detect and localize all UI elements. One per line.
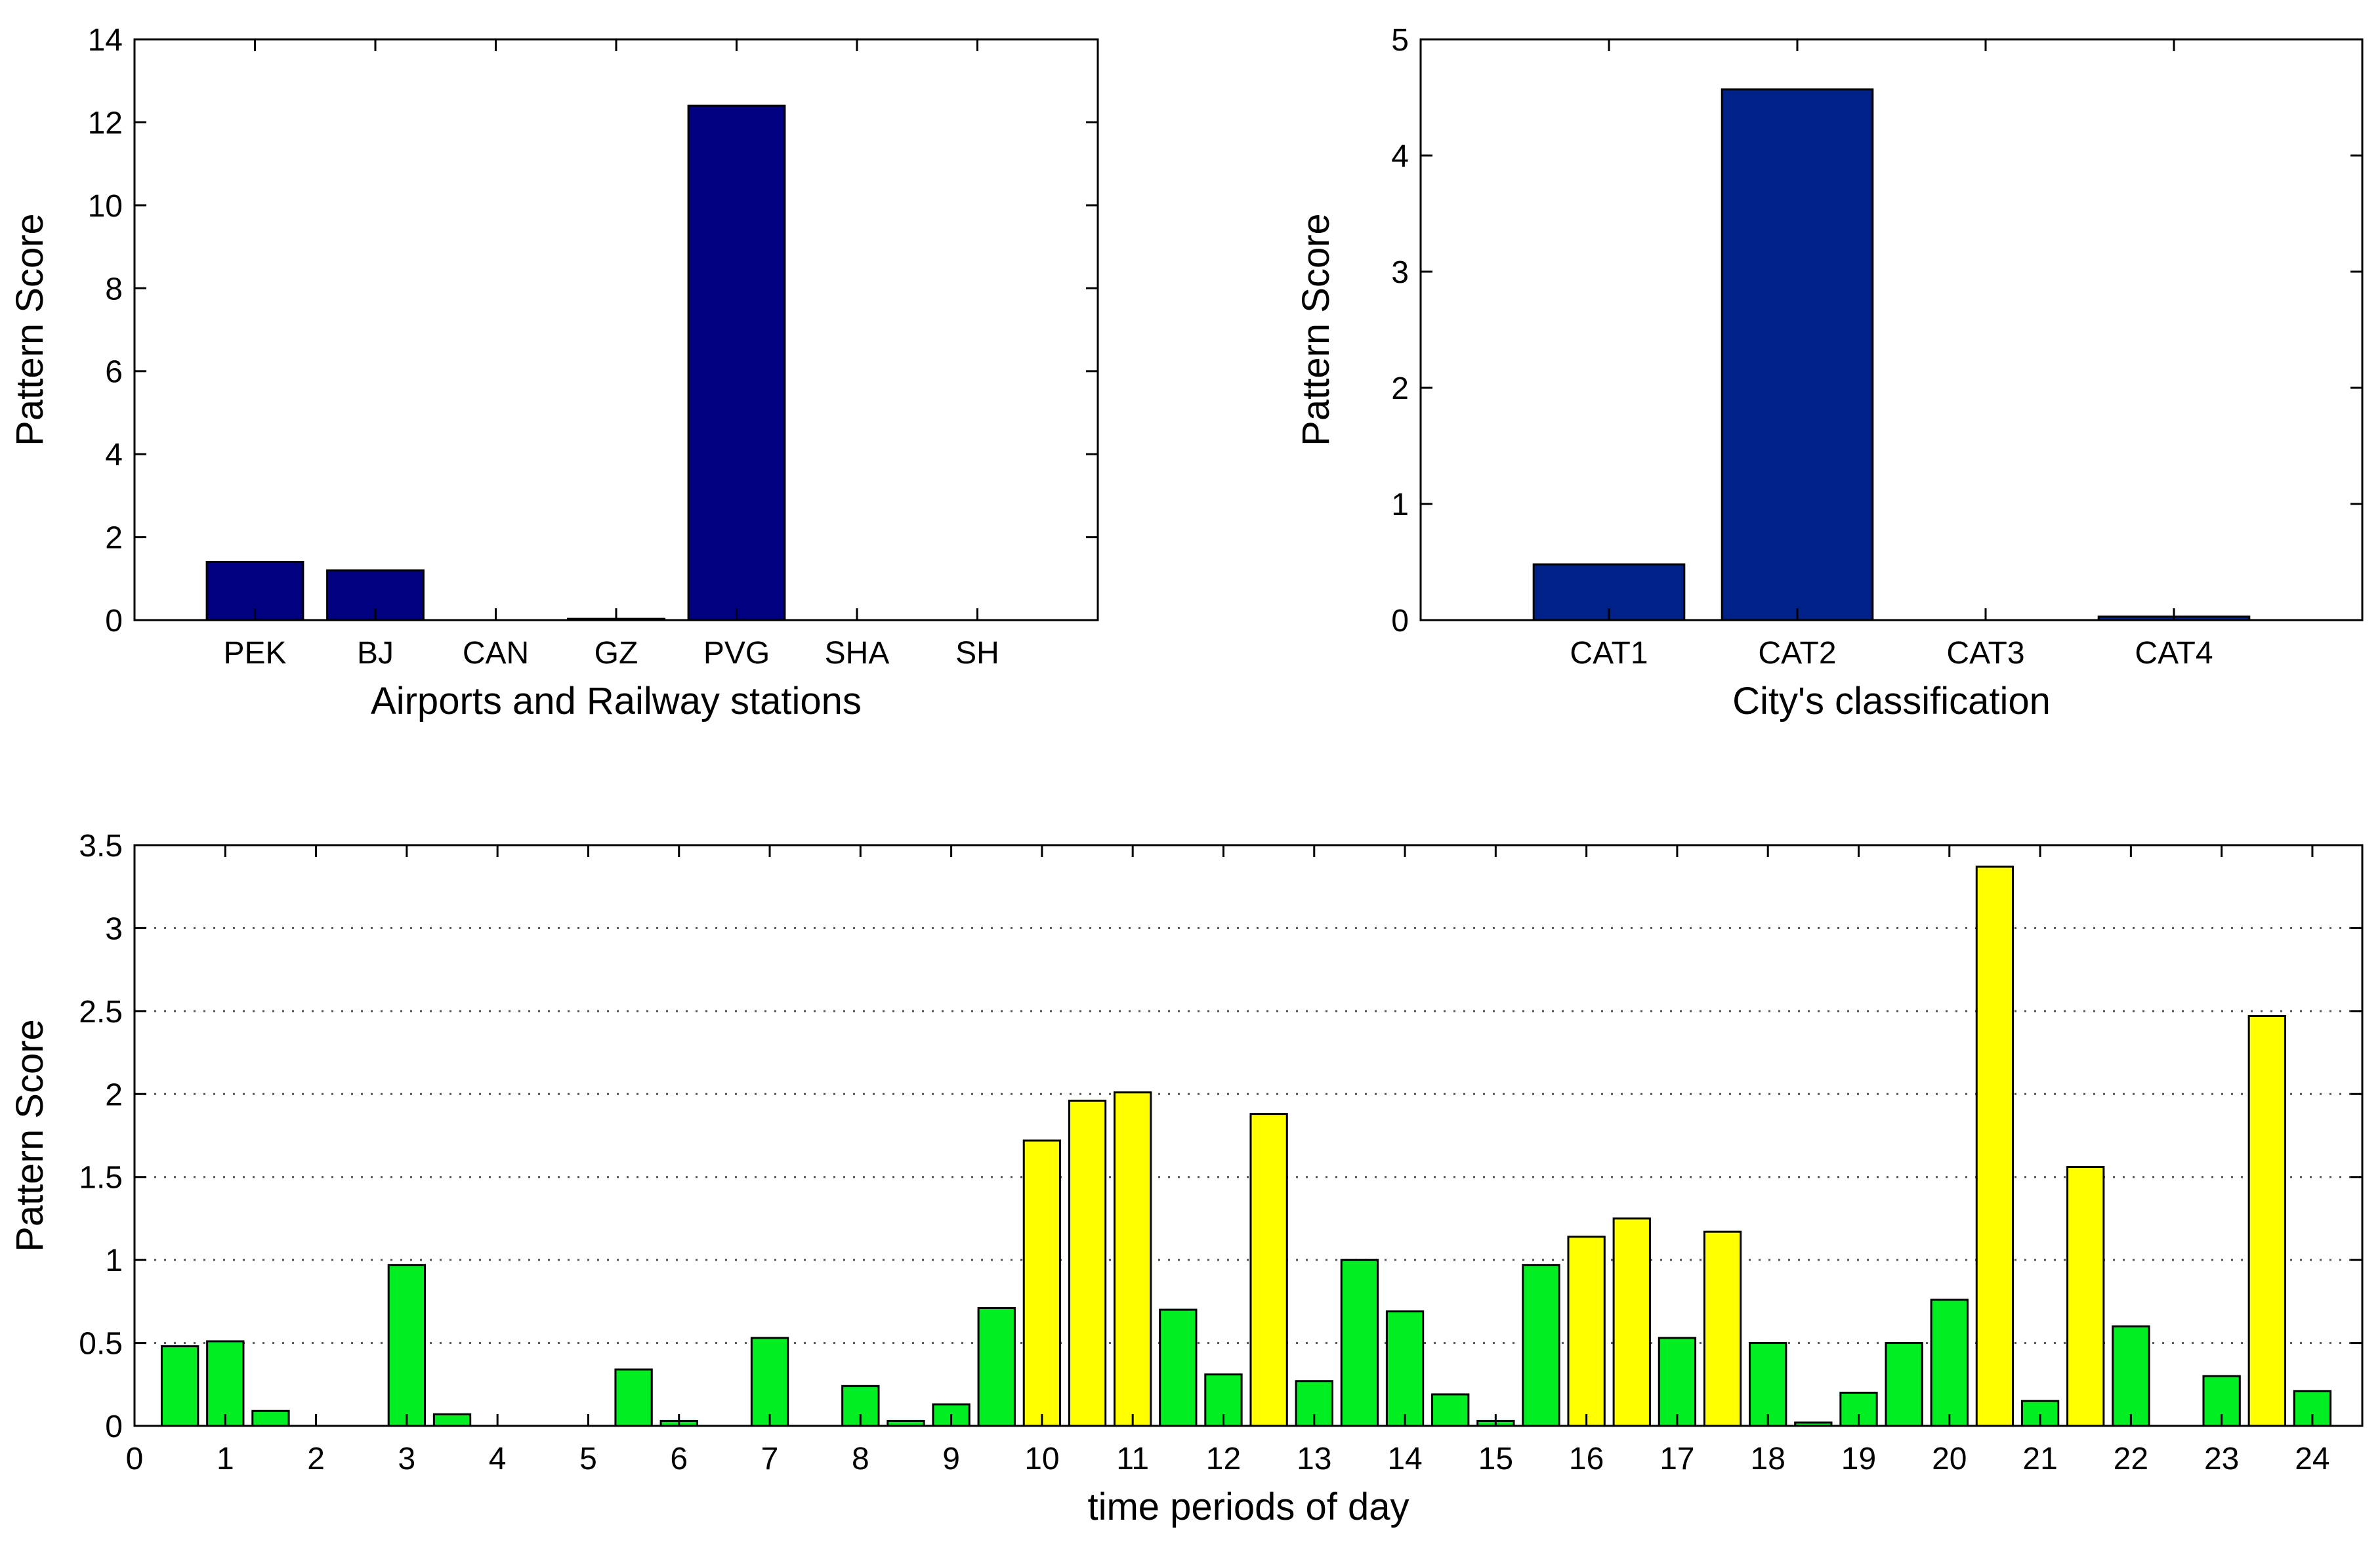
bar-highlight	[2066, 1166, 2105, 1427]
y-axis-label: Pattern Score	[9, 1019, 51, 1252]
x-tick-label: 20	[1932, 1442, 1967, 1476]
y-tick-label: 2.5	[79, 995, 123, 1030]
y-tick-label: 12	[88, 106, 123, 140]
x-tick-label: PVG	[703, 636, 770, 671]
y-axis-label: Pattern Score	[9, 213, 51, 446]
y-tick-label: 2	[105, 521, 123, 556]
y-tick-label: 1.5	[79, 1161, 123, 1196]
x-tick-label: PEK	[223, 636, 286, 671]
y-tick-label: 1	[105, 1243, 123, 1278]
bar-highlight	[1975, 866, 2015, 1427]
x-tick-label: 11	[1116, 1442, 1149, 1476]
bar	[1885, 1342, 1923, 1427]
x-tick-label: CAT4	[2135, 636, 2213, 671]
x-tick-label: SHA	[825, 636, 890, 671]
plot-frame	[133, 38, 1099, 621]
x-tick-label: SH	[955, 636, 999, 671]
x-tick-label: 12	[1206, 1442, 1241, 1476]
x-tick-label: CAT1	[1570, 636, 1648, 671]
x-tick-label: 5	[579, 1442, 597, 1476]
x-tick-label: 4	[489, 1442, 507, 1476]
x-tick-label: 6	[670, 1442, 688, 1476]
bar-highlight	[1703, 1230, 1742, 1427]
bar-pvg	[687, 104, 786, 621]
x-tick-label: BJ	[357, 636, 394, 671]
x-axis-label: time periods of day	[1087, 1486, 1409, 1528]
x-tick-label: 23	[2204, 1442, 2239, 1476]
x-tick-label: 1	[217, 1442, 234, 1476]
bar-cat2	[1721, 88, 1874, 621]
bar	[1658, 1337, 1697, 1427]
x-tick-label: 21	[2022, 1442, 2057, 1476]
bar	[206, 1340, 245, 1427]
x-tick-label: 2	[307, 1442, 325, 1476]
x-tick-label: 0	[126, 1442, 144, 1476]
bar	[387, 1264, 427, 1427]
plot-frame	[1419, 38, 2364, 621]
bar	[160, 1345, 199, 1427]
x-axis-label: City's classification	[1732, 680, 2051, 722]
y-tick-label: 2	[105, 1077, 123, 1112]
bar	[1159, 1308, 1198, 1427]
y-tick-label: 4	[1391, 139, 1409, 174]
y-tick-label: 5	[1391, 23, 1409, 58]
x-tick-label: CAT3	[1946, 636, 2024, 671]
x-tick-label: 17	[1660, 1442, 1694, 1476]
x-tick-label: 7	[761, 1442, 779, 1476]
x-tick-label: CAT2	[1758, 636, 1836, 671]
x-tick-label: 19	[1841, 1442, 1876, 1476]
bar	[2112, 1325, 2150, 1427]
bar-highlight	[1567, 1236, 1606, 1427]
y-tick-label: 1	[1391, 488, 1409, 522]
y-axis-label: Pattern Score	[1295, 213, 1337, 446]
y-tick-label: 0.5	[79, 1327, 123, 1362]
y-tick-label: 8	[105, 272, 123, 306]
y-tick-label: 3	[105, 911, 123, 946]
x-axis-label: Airports and Railway stations	[371, 680, 862, 722]
y-tick-label: 2	[1391, 371, 1409, 406]
y-tick-label: 3.5	[79, 829, 123, 864]
bar-highlight	[1249, 1113, 1288, 1427]
x-tick-label: 18	[1751, 1442, 1785, 1476]
bar-highlight	[2247, 1014, 2286, 1427]
bar	[1385, 1310, 1425, 1427]
bar-highlight	[1114, 1091, 1152, 1427]
bar	[1749, 1342, 1787, 1427]
bar	[750, 1337, 789, 1427]
y-tick-label: 10	[88, 189, 123, 224]
y-tick-label: 0	[105, 604, 123, 638]
y-tick-label: 14	[88, 23, 123, 58]
bar	[1340, 1259, 1379, 1427]
x-tick-label: GZ	[595, 636, 638, 671]
bar	[1930, 1299, 1969, 1427]
y-tick-label: 0	[105, 1409, 123, 1444]
bar-highlight	[1612, 1217, 1651, 1427]
x-tick-label: 8	[852, 1442, 869, 1476]
x-tick-label: 15	[1478, 1442, 1513, 1476]
y-tick-label: 6	[105, 355, 123, 390]
x-tick-label: 22	[2114, 1442, 2148, 1476]
x-tick-label: 13	[1297, 1442, 1331, 1476]
bar	[977, 1306, 1016, 1427]
x-tick-label: 24	[2295, 1442, 2329, 1476]
x-tick-label: 9	[942, 1442, 960, 1476]
y-tick-label: 4	[105, 438, 123, 472]
bar-highlight	[1022, 1139, 1062, 1427]
bar-highlight	[1068, 1099, 1107, 1427]
x-tick-label: CAN	[463, 636, 529, 671]
bar	[1522, 1264, 1560, 1427]
x-tick-label: 3	[398, 1442, 416, 1476]
plot-frame	[133, 844, 2364, 1427]
y-tick-label: 0	[1391, 604, 1409, 638]
bar	[614, 1368, 653, 1427]
bar	[251, 1409, 290, 1427]
x-tick-label: 10	[1024, 1442, 1059, 1476]
x-tick-label: 16	[1569, 1442, 1604, 1476]
bar	[1431, 1393, 1470, 1427]
bar	[432, 1413, 472, 1427]
x-tick-label: 14	[1387, 1442, 1422, 1476]
y-tick-label: 3	[1391, 255, 1409, 290]
